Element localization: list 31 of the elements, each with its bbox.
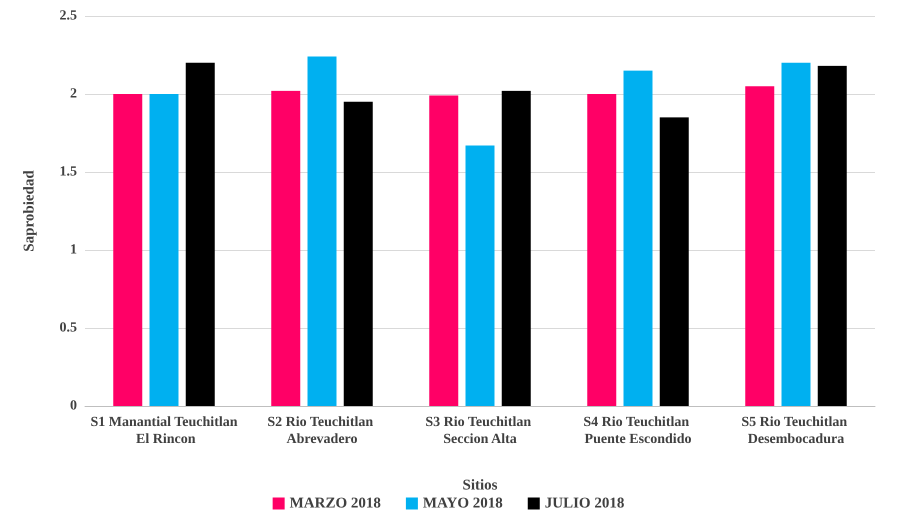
x-tick-label: S1 Manantial Teuchitlan El Rincon xyxy=(90,415,238,447)
y-tick-label: 0.5 xyxy=(60,320,77,336)
bar xyxy=(186,62,215,406)
bar xyxy=(150,94,178,406)
bar xyxy=(502,90,531,406)
bar xyxy=(587,94,616,406)
bar xyxy=(745,86,774,406)
y-tick-label: 1.5 xyxy=(60,164,77,180)
legend-label: JULIO 2018 xyxy=(544,496,624,512)
x-tick-label: S3 Rio Teuchitlan Seccion Alta xyxy=(425,415,535,447)
bar xyxy=(782,62,810,406)
bar xyxy=(308,56,336,406)
legend-label: MAYO 2018 xyxy=(422,496,503,512)
bar xyxy=(466,145,494,406)
y-tick-label: 2 xyxy=(70,86,77,102)
x-tick-label: S4 Rio Teuchitlan Puente Escondido xyxy=(583,415,693,447)
x-tick-label: S5 Rio Teuchitlan Desembocadura xyxy=(741,415,851,447)
y-tick-label: 0 xyxy=(70,398,77,414)
bar xyxy=(113,94,142,406)
bar xyxy=(818,66,847,406)
bar xyxy=(660,117,689,406)
y-axis-title: Saprobiedad xyxy=(22,170,38,252)
legend-label: MARZO 2018 xyxy=(290,496,381,512)
x-axis-title: Sitios xyxy=(462,478,498,494)
y-tick-label: 2.5 xyxy=(60,8,77,24)
x-tick-label: S2 Rio Teuchitlan Abrevadero xyxy=(267,415,377,447)
bar xyxy=(624,70,652,406)
y-tick-label: 1 xyxy=(70,242,77,258)
bar xyxy=(344,102,373,406)
bar xyxy=(429,96,458,406)
bar xyxy=(271,90,300,406)
